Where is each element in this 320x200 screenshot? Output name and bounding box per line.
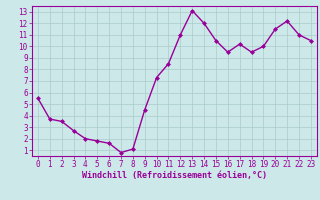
X-axis label: Windchill (Refroidissement éolien,°C): Windchill (Refroidissement éolien,°C) [82,171,267,180]
